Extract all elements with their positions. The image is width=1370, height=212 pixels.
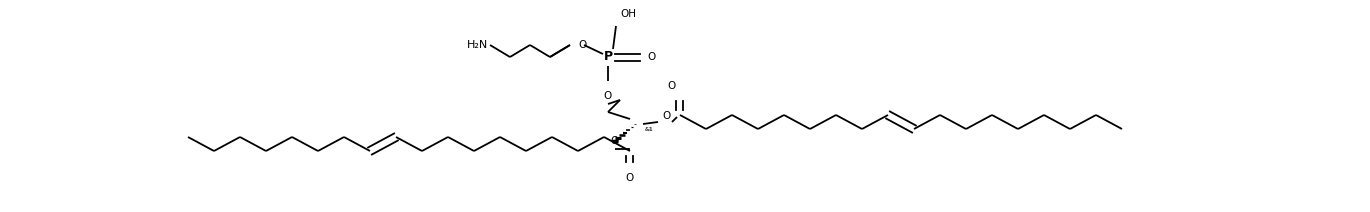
Text: O: O bbox=[626, 173, 634, 183]
Text: O: O bbox=[611, 136, 619, 146]
Text: O: O bbox=[662, 111, 670, 121]
Text: &1: &1 bbox=[645, 127, 653, 132]
Text: O: O bbox=[578, 40, 586, 50]
Text: P: P bbox=[603, 50, 612, 64]
Text: OH: OH bbox=[621, 9, 636, 19]
Text: H₂N: H₂N bbox=[467, 40, 488, 50]
Text: &1: &1 bbox=[645, 127, 653, 132]
Text: O: O bbox=[604, 91, 612, 101]
Text: O: O bbox=[647, 52, 655, 62]
Text: O: O bbox=[667, 81, 675, 91]
